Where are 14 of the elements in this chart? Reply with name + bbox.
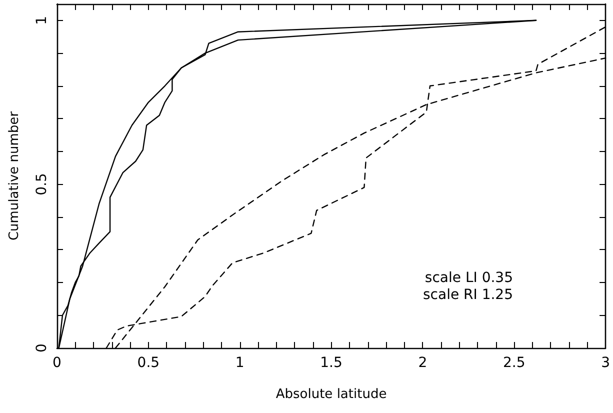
x-tick-label: 3 <box>601 355 610 371</box>
x-tick-label: 1.5 <box>320 355 342 371</box>
y-tick-label: 0 <box>34 344 50 352</box>
y-axis-title: Cumulative number <box>7 110 22 241</box>
y-tick-label: 0.5 <box>34 173 50 196</box>
x-tick-label: 0 <box>52 355 62 371</box>
x-tick-label: 1 <box>235 355 244 371</box>
annotation: scale RI 1.25 <box>423 287 514 303</box>
annotation: scale LI 0.35 <box>424 270 514 286</box>
x-axis-title: Absolute latitude <box>276 387 387 402</box>
x-tick-label: 0.5 <box>137 355 160 371</box>
x-tick-label: 2.5 <box>502 355 526 371</box>
y-tick-label: 1 <box>34 16 50 25</box>
x-tick-label: 2 <box>418 355 428 371</box>
